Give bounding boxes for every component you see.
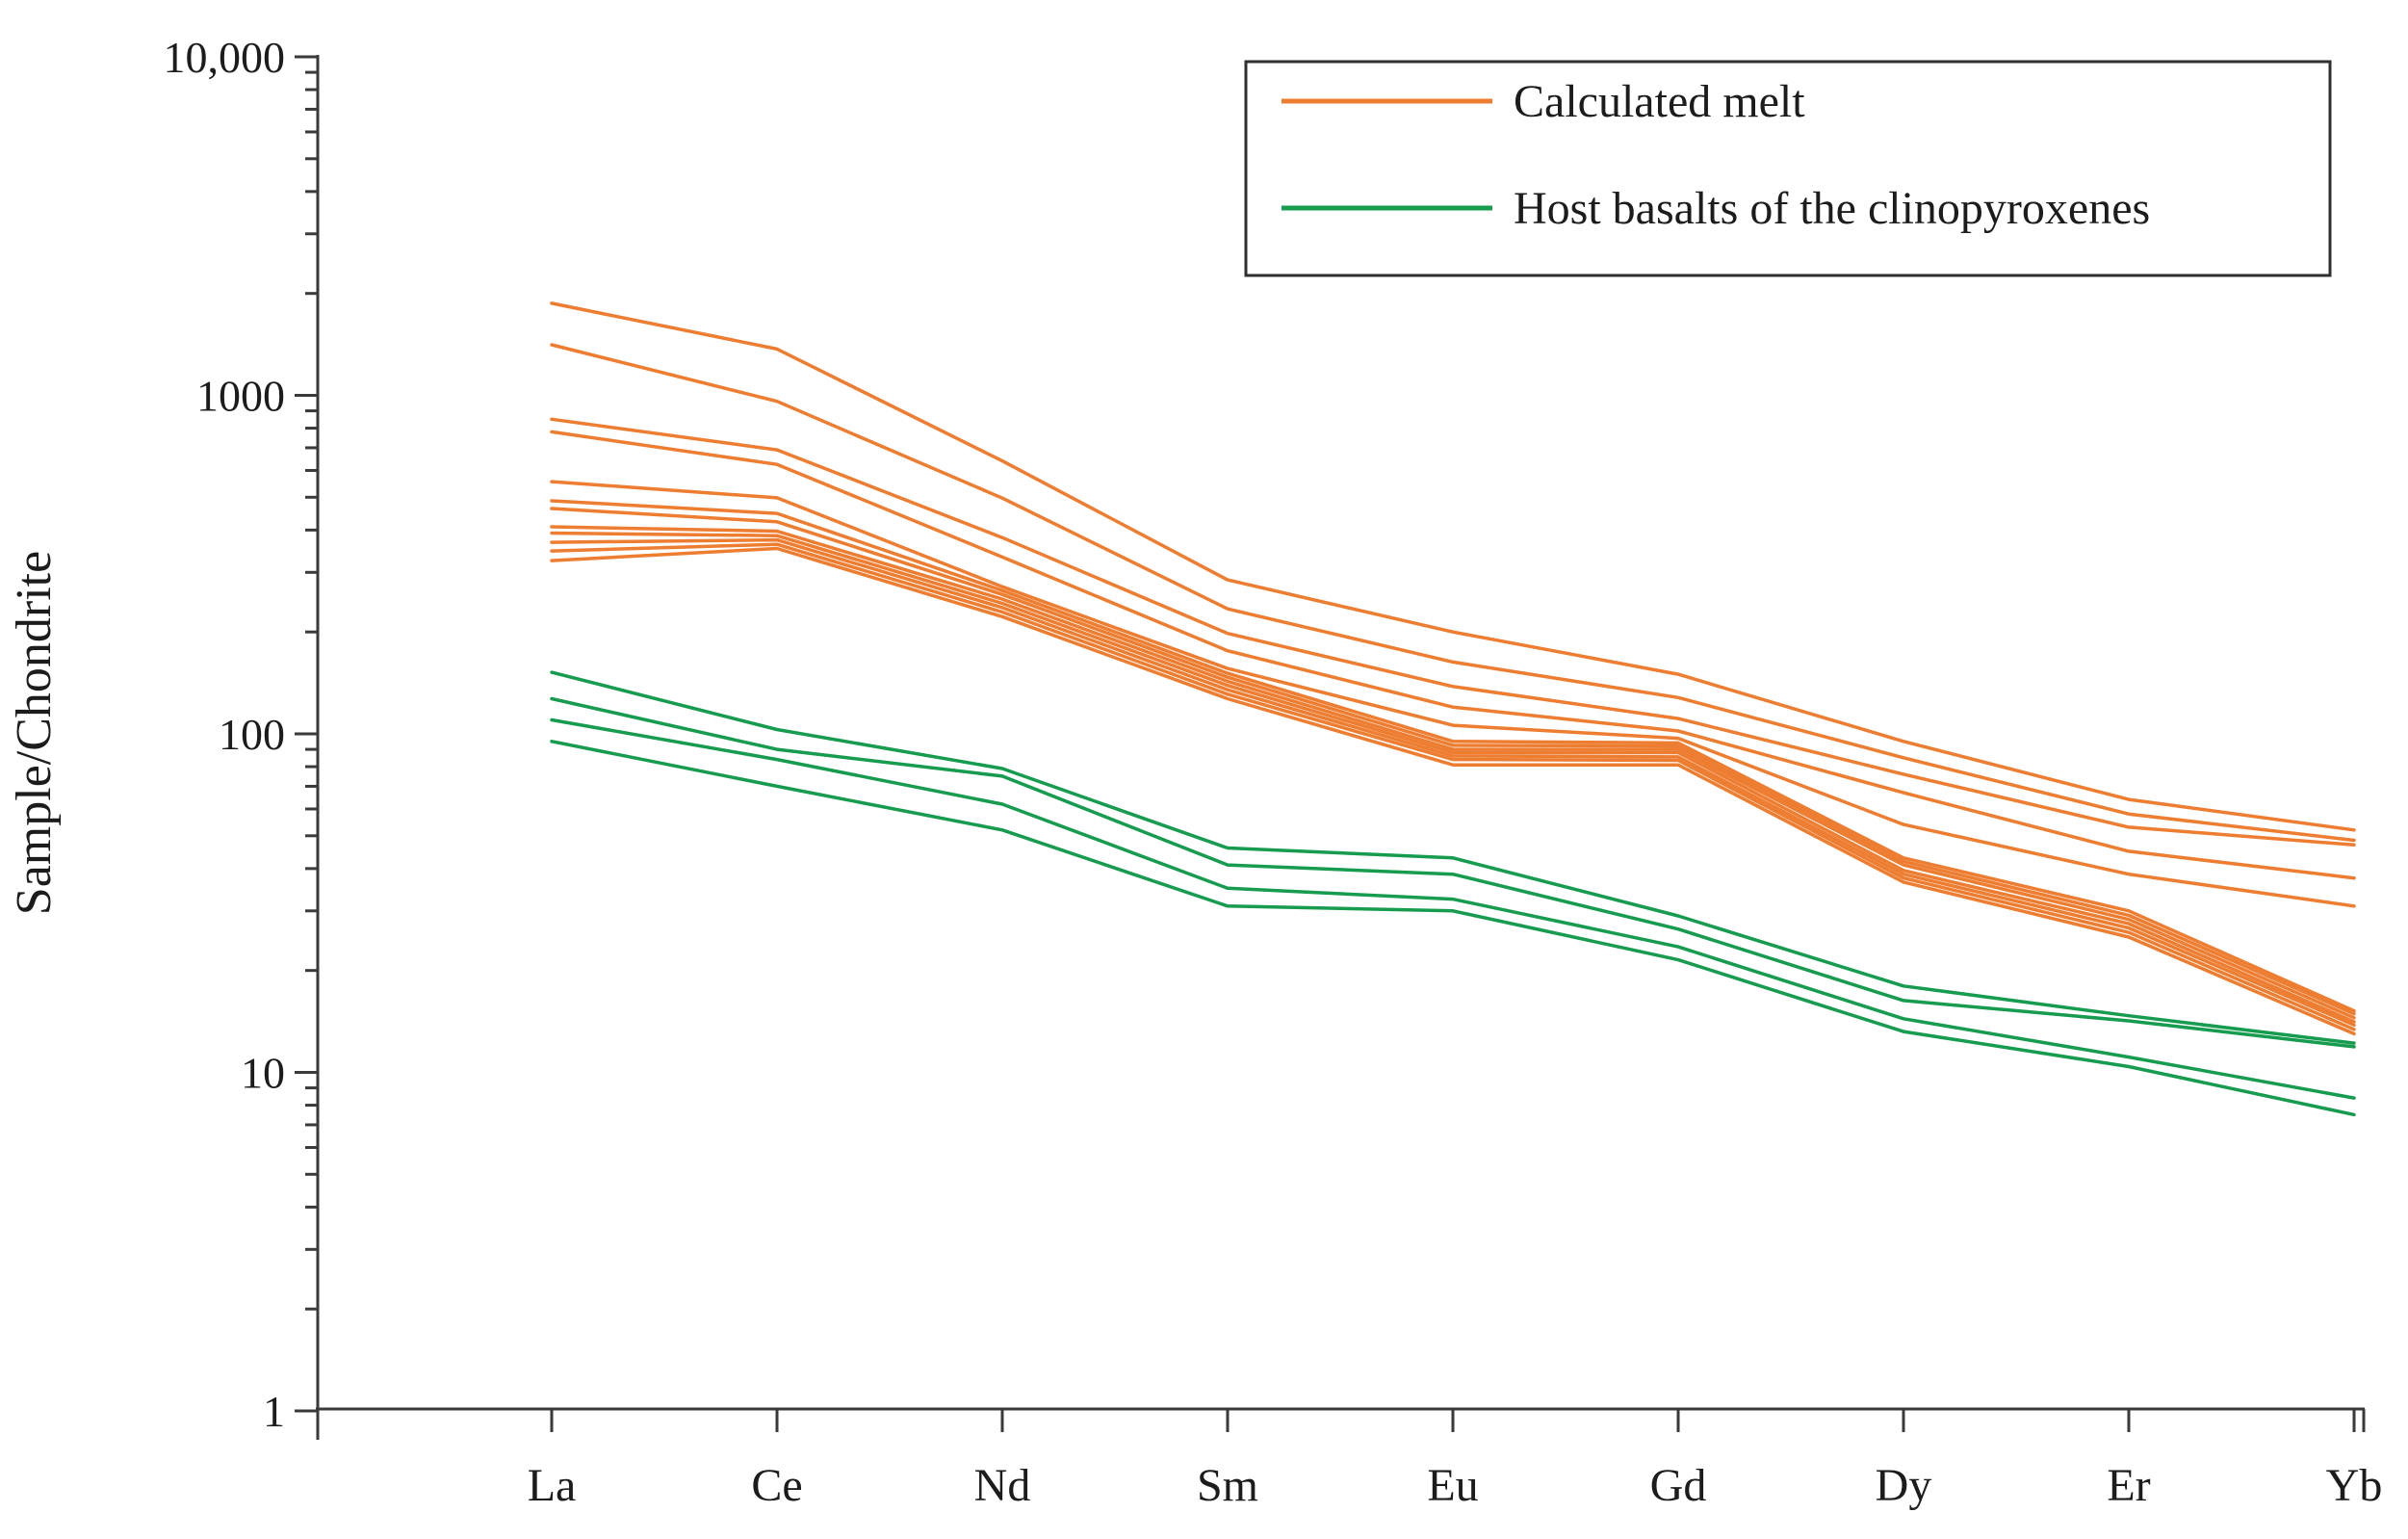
series-line-melt	[550, 537, 2356, 1028]
y-tick-label: 1000	[196, 372, 285, 421]
axes-layer	[295, 55, 2366, 1440]
x-tick-label: La	[528, 1460, 577, 1511]
legend-label-host-basalts: Host basalts of the clinopyroxenes	[1514, 183, 2150, 234]
y-tick-label: 10,000	[164, 33, 286, 82]
legend-box	[1244, 60, 2332, 277]
x-tick-label: Er	[2107, 1460, 2150, 1511]
series-line-melt	[550, 546, 2356, 1036]
series-line-melt	[550, 507, 2356, 1016]
series-layer	[550, 301, 2356, 1117]
series-line-melt	[550, 417, 2356, 848]
series-line-basalt	[550, 717, 2356, 1100]
series-line-melt	[550, 499, 2356, 1013]
y-axis-title: Sample/Chondrite	[7, 551, 62, 915]
series-line-basalt	[550, 696, 2356, 1049]
series-line-melt	[550, 542, 2356, 1031]
series-line-melt	[550, 480, 2356, 908]
y-tick-labels: 10,000 1000 100 10 1	[164, 33, 286, 1436]
x-tick-label: Yb	[2326, 1460, 2383, 1511]
x-tick-label: Sm	[1197, 1460, 1258, 1511]
series-line-basalt	[550, 670, 2356, 1045]
x-tick-labels: La Ce Nd Sm Eu Gd Dy Er Yb	[528, 1460, 2383, 1511]
x-tick-label: Ce	[751, 1460, 802, 1511]
series-line-basalt	[550, 740, 2356, 1117]
x-tick-label: Eu	[1427, 1460, 1478, 1511]
series-line-melt	[550, 430, 2356, 880]
y-tick-label: 1	[263, 1387, 285, 1436]
legend-entry-host-basalts: Host basalts of the clinopyroxenes	[1282, 183, 2150, 234]
series-line-melt	[550, 531, 2356, 1024]
y-tick-label: 100	[219, 710, 285, 759]
label-layer: Sample/Chondrite 10,000 1000 100 10 1 La Ce Nd…	[7, 33, 2382, 1511]
tick-layer	[295, 55, 2366, 1432]
series-line-melt	[550, 525, 2356, 1020]
legend-entry-calculated-melt: Calculated melt	[1282, 76, 1805, 127]
x-tick-label: Gd	[1650, 1460, 1707, 1511]
legend: Calculated melt Host basalts of the clin…	[1244, 60, 2332, 277]
legend-label-calculated-melt: Calculated melt	[1514, 76, 1805, 127]
series-line-melt	[550, 301, 2356, 832]
x-tick-label: Nd	[974, 1460, 1031, 1511]
x-tick-label: Dy	[1876, 1460, 1932, 1511]
y-tick-label: 10	[241, 1049, 285, 1098]
series-line-melt	[550, 343, 2356, 843]
